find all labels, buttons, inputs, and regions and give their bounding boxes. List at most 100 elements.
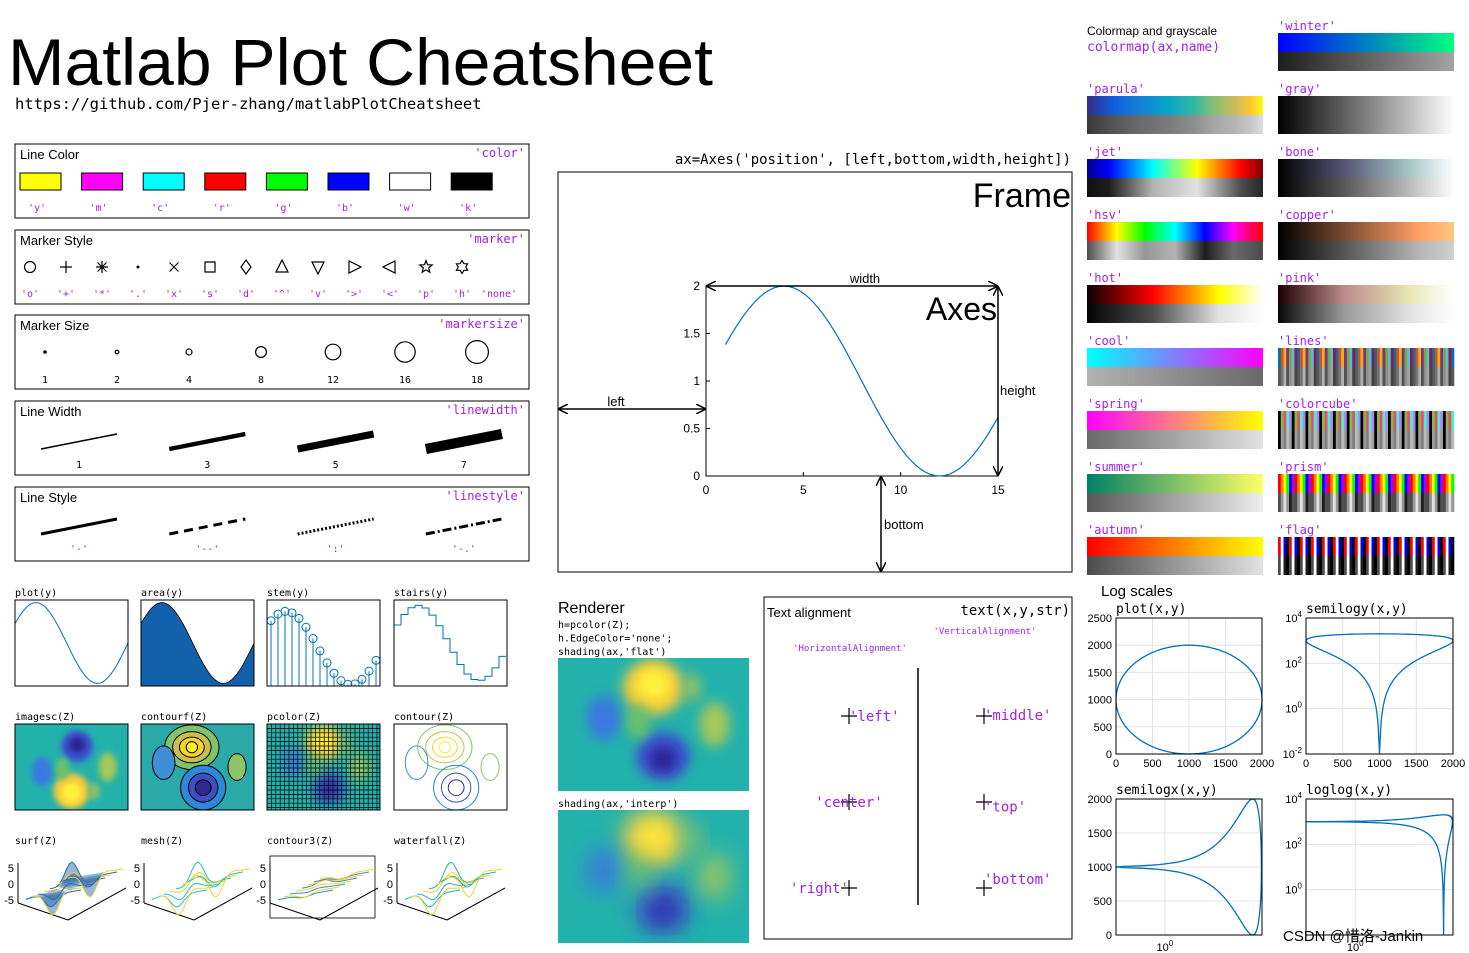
grayscale-stripe [1379, 430, 1383, 449]
colormap-stripe [1407, 474, 1411, 493]
colormap-stripe [1341, 411, 1345, 430]
color-label: 'y' [28, 203, 46, 214]
colormap-stripe [1355, 474, 1359, 493]
grayscale-stripe [1399, 367, 1403, 386]
stem-head [315, 646, 325, 656]
grayscale-stripe [1451, 556, 1455, 575]
colormap-stripe [1451, 537, 1455, 556]
colormap-stripe [1385, 474, 1389, 493]
colormap-stripe [1349, 537, 1353, 556]
tick-label: 1000 [1088, 695, 1112, 707]
grayscale-stripe [1410, 493, 1414, 512]
grayscale-stripe [1379, 493, 1383, 512]
marker-label: '<' [381, 289, 399, 300]
grayscale-stripe [1294, 367, 1298, 386]
grayscale-stripe [1311, 367, 1315, 386]
surface-line [319, 868, 376, 880]
grayscale-stripe [1278, 367, 1282, 386]
code-line: colormap(ax,name) [1087, 40, 1220, 55]
colormap-stripe [1404, 474, 1408, 493]
colormap-bar [1087, 222, 1263, 241]
colormap-stripe [1432, 537, 1436, 556]
grayscale-stripe [1300, 367, 1304, 386]
grayscale-stripe [1382, 493, 1386, 512]
anchor-cross [841, 794, 857, 810]
colormap-stripe [1300, 411, 1304, 430]
colormap-stripe [1440, 537, 1444, 556]
grayscale-stripe [1360, 556, 1364, 575]
dimension-label: width [849, 271, 880, 286]
colormap-stripe [1426, 537, 1430, 556]
grayscale-stripe [1432, 430, 1436, 449]
colormap-stripe [1322, 537, 1326, 556]
colormap-stripe [1322, 348, 1326, 367]
marker-symbol [169, 262, 179, 272]
grayscale-stripe [1382, 367, 1386, 386]
colormap-stripe [1291, 537, 1295, 556]
colormap-stripe [1305, 474, 1309, 493]
colormap-stripe [1377, 537, 1381, 556]
color-label: 'c' [151, 203, 169, 214]
image-blob [31, 756, 53, 786]
stem-head [322, 658, 332, 668]
colormap-stripe [1410, 474, 1414, 493]
grayscale-stripe [1294, 493, 1298, 512]
colormap-stripe [1291, 411, 1295, 430]
box-3d [269, 855, 376, 919]
grayscale-bar [1087, 430, 1263, 449]
stairs [394, 604, 506, 681]
colormap-name: 'cool' [1087, 334, 1130, 348]
marker-label: 'o' [21, 289, 39, 300]
tick-base: 10 [1157, 942, 1169, 953]
colormap-stripe [1423, 537, 1427, 556]
colormap-stripe [1404, 348, 1408, 367]
contour [438, 741, 451, 754]
surface-line [157, 886, 214, 915]
colormap-stripe [1407, 411, 1411, 430]
colormap-stripe [1289, 537, 1293, 556]
grayscale-stripe [1302, 493, 1306, 512]
grayscale-stripe [1371, 367, 1375, 386]
grayscale-stripe [1319, 556, 1323, 575]
colormap-name: 'flag' [1278, 523, 1321, 537]
grayscale-stripe [1294, 556, 1298, 575]
color-label: 'w' [398, 203, 416, 214]
style-sample [297, 517, 374, 536]
colormap-stripe [1429, 537, 1433, 556]
tick-label: 104 [1285, 791, 1302, 806]
stem-head [343, 679, 353, 686]
surface-line [301, 877, 358, 889]
colormap-stripe [1371, 474, 1375, 493]
grayscale-stripe [1316, 430, 1320, 449]
grayscale-stripe [1327, 367, 1331, 386]
axes-label: Axes [926, 291, 997, 327]
grayscale-stripe [1289, 367, 1293, 386]
grayscale-stripe [1327, 430, 1331, 449]
colormap-stripe [1374, 411, 1378, 430]
tick-exponent: 0 [1298, 882, 1303, 891]
image-blob [649, 898, 677, 924]
tick-label: 1500 [1088, 667, 1112, 679]
grayscale-stripe [1366, 367, 1370, 386]
grayscale-stripe [1352, 556, 1356, 575]
axis-3d [143, 902, 195, 921]
grayscale-stripe [1401, 556, 1405, 575]
tick-label: 2000 [1088, 794, 1112, 806]
grayscale-stripe [1300, 493, 1304, 512]
surface-line [410, 886, 467, 915]
width-sample [296, 430, 375, 453]
size-label: 1 [42, 375, 48, 386]
image-blob [682, 673, 702, 702]
colormap-name: 'colorcube' [1278, 397, 1357, 411]
grayscale-stripe [1388, 367, 1392, 386]
grayscale-stripe [1355, 556, 1359, 575]
colormap-stripe [1382, 537, 1386, 556]
grayscale-stripe [1300, 556, 1304, 575]
colormap-stripe [1324, 474, 1328, 493]
plot-type-label: contour3(Z) [267, 836, 333, 847]
axis-note: 'HorizontalAlignment' [793, 644, 907, 654]
plot-frame [14, 723, 129, 811]
colormap-stripe [1352, 348, 1356, 367]
colormap-stripe [1366, 411, 1370, 430]
grayscale-stripe [1305, 430, 1309, 449]
